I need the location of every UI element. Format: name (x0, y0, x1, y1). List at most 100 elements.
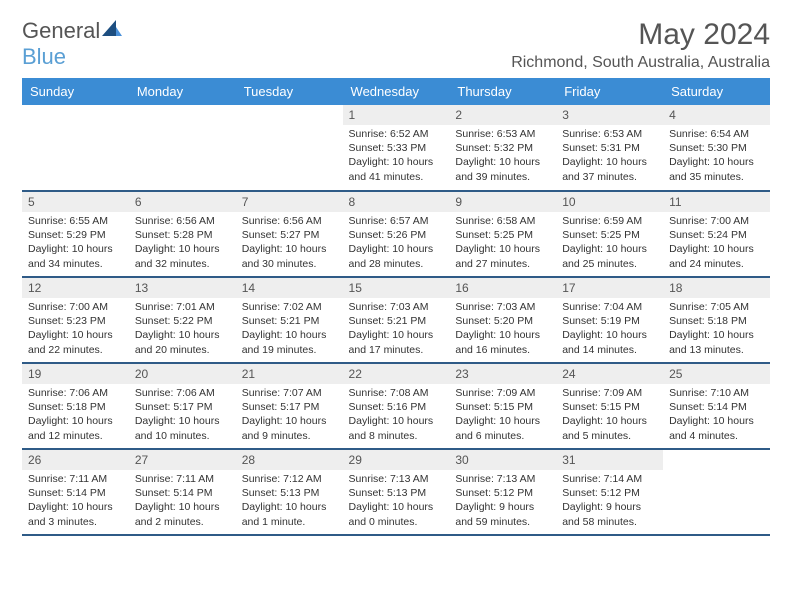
day-of-week-header: Thursday (449, 78, 556, 105)
day-details: Sunrise: 7:03 AMSunset: 5:20 PMDaylight:… (449, 298, 556, 361)
calendar-day-cell: 23Sunrise: 7:09 AMSunset: 5:15 PMDayligh… (449, 363, 556, 449)
day-number: 14 (236, 278, 343, 298)
calendar-day-cell: 22Sunrise: 7:08 AMSunset: 5:16 PMDayligh… (343, 363, 450, 449)
calendar-day-cell: 12Sunrise: 7:00 AMSunset: 5:23 PMDayligh… (22, 277, 129, 363)
day-details: Sunrise: 6:56 AMSunset: 5:27 PMDaylight:… (236, 212, 343, 275)
day-of-week-header: Wednesday (343, 78, 450, 105)
day-number: 5 (22, 192, 129, 212)
day-number: 29 (343, 450, 450, 470)
calendar-day-cell: 25Sunrise: 7:10 AMSunset: 5:14 PMDayligh… (663, 363, 770, 449)
calendar-week-row: 19Sunrise: 7:06 AMSunset: 5:18 PMDayligh… (22, 363, 770, 449)
day-details: Sunrise: 6:52 AMSunset: 5:33 PMDaylight:… (343, 125, 450, 188)
calendar-day-cell: 17Sunrise: 7:04 AMSunset: 5:19 PMDayligh… (556, 277, 663, 363)
day-details: Sunrise: 7:00 AMSunset: 5:23 PMDaylight:… (22, 298, 129, 361)
calendar-day-cell: 7Sunrise: 6:56 AMSunset: 5:27 PMDaylight… (236, 191, 343, 277)
calendar-day-cell: 8Sunrise: 6:57 AMSunset: 5:26 PMDaylight… (343, 191, 450, 277)
day-details: Sunrise: 7:11 AMSunset: 5:14 PMDaylight:… (22, 470, 129, 533)
calendar-day-cell (236, 105, 343, 191)
calendar-day-cell: 27Sunrise: 7:11 AMSunset: 5:14 PMDayligh… (129, 449, 236, 535)
day-details: Sunrise: 7:05 AMSunset: 5:18 PMDaylight:… (663, 298, 770, 361)
calendar-day-cell: 10Sunrise: 6:59 AMSunset: 5:25 PMDayligh… (556, 191, 663, 277)
sail-icon (102, 18, 122, 44)
day-number: 21 (236, 364, 343, 384)
brand-logo: General Blue (22, 18, 122, 70)
day-number: 2 (449, 105, 556, 125)
calendar-day-cell: 14Sunrise: 7:02 AMSunset: 5:21 PMDayligh… (236, 277, 343, 363)
day-of-week-header: Saturday (663, 78, 770, 105)
day-number: 17 (556, 278, 663, 298)
day-details: Sunrise: 7:08 AMSunset: 5:16 PMDaylight:… (343, 384, 450, 447)
month-title: May 2024 (511, 18, 770, 52)
day-details: Sunrise: 7:06 AMSunset: 5:17 PMDaylight:… (129, 384, 236, 447)
calendar-day-cell: 1Sunrise: 6:52 AMSunset: 5:33 PMDaylight… (343, 105, 450, 191)
day-number: 22 (343, 364, 450, 384)
calendar-week-row: 5Sunrise: 6:55 AMSunset: 5:29 PMDaylight… (22, 191, 770, 277)
title-block: May 2024 Richmond, South Australia, Aust… (511, 18, 770, 72)
day-number: 1 (343, 105, 450, 125)
day-of-week-row: SundayMondayTuesdayWednesdayThursdayFrid… (22, 78, 770, 105)
day-details: Sunrise: 6:53 AMSunset: 5:31 PMDaylight:… (556, 125, 663, 188)
day-number: 11 (663, 192, 770, 212)
calendar-week-row: 12Sunrise: 7:00 AMSunset: 5:23 PMDayligh… (22, 277, 770, 363)
calendar-day-cell: 6Sunrise: 6:56 AMSunset: 5:28 PMDaylight… (129, 191, 236, 277)
day-of-week-header: Friday (556, 78, 663, 105)
day-details: Sunrise: 6:53 AMSunset: 5:32 PMDaylight:… (449, 125, 556, 188)
day-details: Sunrise: 7:02 AMSunset: 5:21 PMDaylight:… (236, 298, 343, 361)
day-number: 4 (663, 105, 770, 125)
day-number: 13 (129, 278, 236, 298)
calendar-thead: SundayMondayTuesdayWednesdayThursdayFrid… (22, 78, 770, 105)
day-details: Sunrise: 6:58 AMSunset: 5:25 PMDaylight:… (449, 212, 556, 275)
calendar-day-cell: 29Sunrise: 7:13 AMSunset: 5:13 PMDayligh… (343, 449, 450, 535)
calendar-day-cell: 5Sunrise: 6:55 AMSunset: 5:29 PMDaylight… (22, 191, 129, 277)
day-number: 16 (449, 278, 556, 298)
day-number: 27 (129, 450, 236, 470)
calendar-day-cell: 20Sunrise: 7:06 AMSunset: 5:17 PMDayligh… (129, 363, 236, 449)
calendar-day-cell: 21Sunrise: 7:07 AMSunset: 5:17 PMDayligh… (236, 363, 343, 449)
calendar-day-cell: 16Sunrise: 7:03 AMSunset: 5:20 PMDayligh… (449, 277, 556, 363)
calendar-day-cell: 11Sunrise: 7:00 AMSunset: 5:24 PMDayligh… (663, 191, 770, 277)
day-number: 9 (449, 192, 556, 212)
calendar-day-cell: 3Sunrise: 6:53 AMSunset: 5:31 PMDaylight… (556, 105, 663, 191)
location-subtitle: Richmond, South Australia, Australia (511, 54, 770, 72)
calendar-day-cell (22, 105, 129, 191)
day-details: Sunrise: 7:11 AMSunset: 5:14 PMDaylight:… (129, 470, 236, 533)
day-details: Sunrise: 7:01 AMSunset: 5:22 PMDaylight:… (129, 298, 236, 361)
day-number: 18 (663, 278, 770, 298)
day-number: 31 (556, 450, 663, 470)
calendar-day-cell: 9Sunrise: 6:58 AMSunset: 5:25 PMDaylight… (449, 191, 556, 277)
day-of-week-header: Sunday (22, 78, 129, 105)
calendar-day-cell: 28Sunrise: 7:12 AMSunset: 5:13 PMDayligh… (236, 449, 343, 535)
calendar-day-cell: 2Sunrise: 6:53 AMSunset: 5:32 PMDaylight… (449, 105, 556, 191)
day-number: 3 (556, 105, 663, 125)
calendar-day-cell: 30Sunrise: 7:13 AMSunset: 5:12 PMDayligh… (449, 449, 556, 535)
day-details: Sunrise: 6:54 AMSunset: 5:30 PMDaylight:… (663, 125, 770, 188)
calendar-table: SundayMondayTuesdayWednesdayThursdayFrid… (22, 78, 770, 536)
calendar-week-row: 1Sunrise: 6:52 AMSunset: 5:33 PMDaylight… (22, 105, 770, 191)
calendar-day-cell: 4Sunrise: 6:54 AMSunset: 5:30 PMDaylight… (663, 105, 770, 191)
day-number: 6 (129, 192, 236, 212)
day-number: 10 (556, 192, 663, 212)
day-number: 20 (129, 364, 236, 384)
day-number: 25 (663, 364, 770, 384)
calendar-body: 1Sunrise: 6:52 AMSunset: 5:33 PMDaylight… (22, 105, 770, 535)
day-number: 19 (22, 364, 129, 384)
day-details: Sunrise: 7:04 AMSunset: 5:19 PMDaylight:… (556, 298, 663, 361)
day-details: Sunrise: 6:56 AMSunset: 5:28 PMDaylight:… (129, 212, 236, 275)
day-number: 23 (449, 364, 556, 384)
day-number: 30 (449, 450, 556, 470)
calendar-day-cell (129, 105, 236, 191)
day-number: 28 (236, 450, 343, 470)
day-of-week-header: Tuesday (236, 78, 343, 105)
brand-text-blue: Blue (22, 44, 66, 69)
calendar-day-cell: 19Sunrise: 7:06 AMSunset: 5:18 PMDayligh… (22, 363, 129, 449)
day-number: 15 (343, 278, 450, 298)
calendar-day-cell: 24Sunrise: 7:09 AMSunset: 5:15 PMDayligh… (556, 363, 663, 449)
day-details: Sunrise: 7:09 AMSunset: 5:15 PMDaylight:… (449, 384, 556, 447)
calendar-day-cell: 31Sunrise: 7:14 AMSunset: 5:12 PMDayligh… (556, 449, 663, 535)
day-details: Sunrise: 6:57 AMSunset: 5:26 PMDaylight:… (343, 212, 450, 275)
day-number: 26 (22, 450, 129, 470)
day-details: Sunrise: 6:59 AMSunset: 5:25 PMDaylight:… (556, 212, 663, 275)
day-details: Sunrise: 7:07 AMSunset: 5:17 PMDaylight:… (236, 384, 343, 447)
brand-text: General Blue (22, 18, 122, 70)
day-details: Sunrise: 7:14 AMSunset: 5:12 PMDaylight:… (556, 470, 663, 533)
